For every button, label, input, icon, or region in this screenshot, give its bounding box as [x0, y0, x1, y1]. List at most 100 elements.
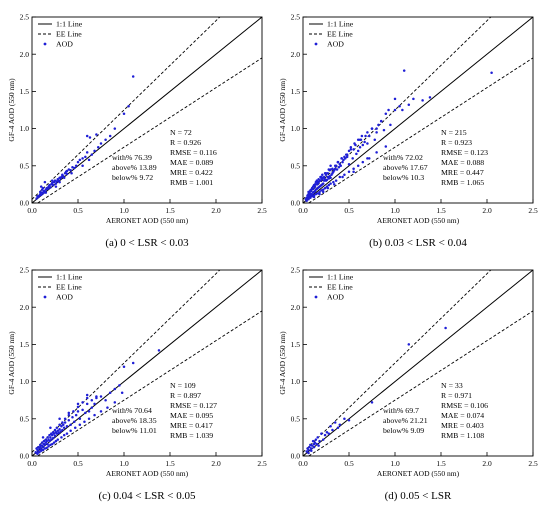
stat-right-line: RMSE = 0.123	[441, 148, 488, 157]
aod-point	[347, 170, 351, 174]
stat-left-line: below% 11.01	[112, 426, 157, 435]
aod-point	[39, 190, 42, 194]
aod-point	[45, 446, 48, 450]
stat-right-line: RMB = 1.108	[441, 431, 484, 440]
aod-point	[56, 429, 60, 432]
aod-point	[356, 149, 360, 153]
aod-point	[375, 131, 378, 134]
aod-point	[401, 108, 404, 112]
aod-point	[314, 438, 318, 441]
aod-point	[384, 112, 388, 115]
stat-right-line: MAE = 0.095	[170, 411, 213, 420]
stat-right-line: MAE = 0.074	[441, 411, 484, 420]
aod-point	[61, 421, 64, 424]
aod-point	[341, 175, 344, 179]
aod-point	[366, 131, 369, 134]
legend-one-to-one-label: 1:1 Line	[56, 20, 83, 29]
aod-point	[344, 157, 347, 160]
aod-point	[333, 183, 336, 186]
aod-point	[314, 183, 318, 186]
x-axis-label: AERONET AOD (550 nm)	[106, 469, 189, 478]
aod-point	[366, 157, 369, 160]
aod-point	[131, 361, 135, 365]
x-tick-label: 2.5	[528, 459, 538, 468]
aod-point	[338, 175, 342, 179]
aod-point	[356, 164, 360, 168]
aod-point	[421, 99, 424, 102]
aod-point	[40, 188, 44, 191]
aod-point	[54, 439, 58, 443]
aod-point	[384, 145, 388, 148]
stat-right-line: RMSE = 0.116	[170, 148, 217, 157]
aod-point	[305, 450, 308, 453]
y-tick-label: 2.5	[20, 266, 30, 275]
aod-points	[34, 349, 161, 456]
aod-point	[58, 427, 61, 431]
aod-point	[312, 445, 316, 449]
aod-point	[85, 396, 89, 400]
aod-point	[104, 138, 107, 142]
aod-point	[61, 428, 64, 432]
aod-point	[41, 192, 45, 195]
aod-point	[370, 127, 374, 130]
y-tick-label: 0.5	[20, 414, 30, 423]
aod-point	[389, 123, 392, 127]
aod-point	[321, 177, 324, 181]
legend-aod-label: AOD	[327, 40, 344, 49]
stat-right-line: N = 215	[441, 128, 467, 137]
legend-one-to-one-label: 1:1 Line	[56, 273, 83, 282]
stat-right-line: MRE = 0.422	[170, 168, 213, 177]
aod-point	[72, 410, 75, 413]
aod-point	[341, 160, 344, 164]
aod-point	[99, 142, 103, 145]
x-tick-label: 0.5	[73, 459, 83, 468]
aod-point	[58, 417, 61, 421]
aod-point	[39, 193, 43, 197]
legend-aod-swatch	[314, 295, 318, 299]
aod-point	[108, 391, 112, 395]
aod-point	[78, 423, 82, 427]
aod-point	[65, 169, 69, 173]
panel-caption: (b) 0.03 < LSR < 0.04	[369, 237, 467, 249]
aod-point	[370, 401, 374, 404]
aod-point	[312, 442, 316, 446]
aod-point	[379, 119, 383, 123]
aod-point	[87, 417, 91, 421]
stat-right-line: MRE = 0.447	[441, 168, 484, 177]
aod-point	[375, 127, 378, 130]
aod-point	[322, 175, 326, 179]
aod-point	[349, 145, 353, 149]
y-tick-label: 2.5	[291, 266, 301, 275]
aod-point	[40, 441, 44, 444]
aod-point	[333, 164, 337, 168]
stat-left-line: above% 18.35	[112, 416, 157, 425]
stat-right-line: RMB = 1.001	[170, 178, 213, 187]
aod-point	[316, 436, 319, 439]
aod-point	[36, 452, 39, 456]
aod-point	[52, 441, 56, 444]
aod-point	[310, 449, 313, 453]
x-tick-label: 1.0	[119, 459, 129, 468]
aod-point	[367, 134, 371, 138]
aod-point	[90, 153, 94, 156]
aod-point	[81, 401, 84, 404]
aod-point	[329, 182, 332, 185]
aod-point	[318, 439, 321, 443]
aod-point	[62, 176, 66, 179]
aod-point	[347, 419, 351, 422]
aod-point	[387, 108, 390, 112]
aod-point	[373, 138, 377, 142]
ee-upper-line	[32, 270, 221, 453]
aod-point	[321, 438, 325, 441]
stat-left-line: below% 9.72	[112, 173, 153, 182]
stat-right-line: RMB = 1.039	[170, 431, 213, 440]
aod-point	[81, 408, 84, 412]
aod-point	[336, 160, 340, 164]
stat-left-line: below% 10.3	[383, 173, 424, 182]
aod-point	[81, 157, 84, 160]
aod-point	[37, 445, 40, 449]
aod-point	[310, 186, 314, 190]
x-axis-label: AERONET AOD (550 nm)	[106, 216, 189, 225]
aod-point	[329, 176, 332, 179]
stat-right-line: R = 0.971	[441, 391, 472, 400]
